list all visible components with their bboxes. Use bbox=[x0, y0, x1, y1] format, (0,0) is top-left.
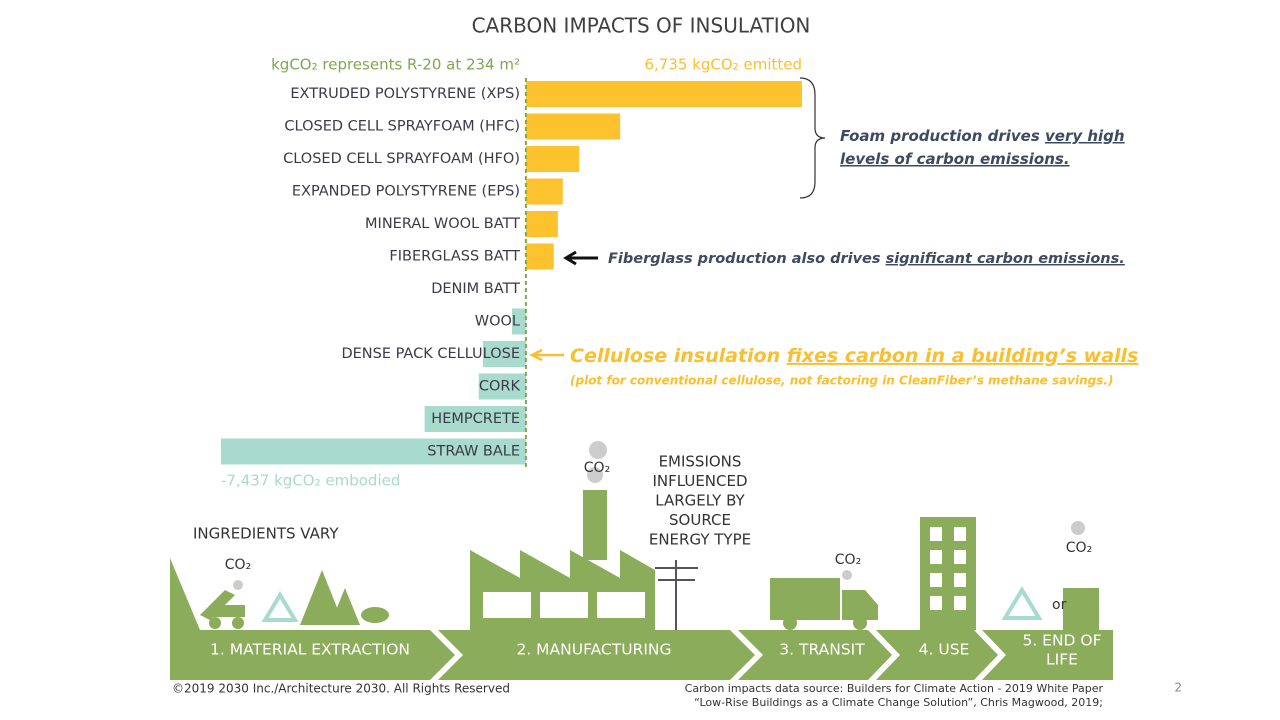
stage-label: 2. MANUFACTURING bbox=[516, 641, 671, 659]
min-label: -7,437 kgCO₂ embodied bbox=[221, 472, 400, 490]
co2-label: CO₂ bbox=[1066, 540, 1092, 556]
co2-label: CO₂ bbox=[225, 557, 251, 573]
annotation: levels of carbon emissions. bbox=[840, 150, 1070, 168]
annotation: Cellulose insulation fixes carbon in a b… bbox=[570, 345, 1138, 367]
annotation-part: significant carbon emissions. bbox=[886, 251, 1125, 267]
annotation: Fiberglass production also drives signif… bbox=[608, 251, 1125, 267]
stage-label: 3. TRANSIT bbox=[779, 641, 865, 659]
or-label: or bbox=[1052, 597, 1067, 613]
max-label: 6,735 kgCO₂ emitted bbox=[645, 56, 803, 74]
bar bbox=[525, 178, 563, 205]
bar bbox=[221, 438, 526, 465]
category-label: CLOSED CELL SPRAYFOAM (HFO) bbox=[283, 151, 520, 167]
annotation-part: fixes carbon in a building’s walls bbox=[787, 345, 1139, 367]
category-label: WOOL bbox=[475, 314, 520, 330]
category-label: MINERAL WOOL BATT bbox=[365, 216, 520, 232]
bar bbox=[525, 211, 558, 237]
bar bbox=[511, 308, 526, 335]
emissions-label: ENERGY TYPE bbox=[649, 531, 751, 549]
smoke bbox=[233, 441, 1085, 590]
arrow bbox=[529, 348, 564, 362]
note: (plot for conventional cellulose, not fa… bbox=[570, 374, 1113, 388]
category-label: FIBERGLASS BATT bbox=[389, 249, 520, 265]
bar bbox=[424, 406, 526, 432]
bar bbox=[478, 373, 526, 400]
annotation-part: Foam production drives bbox=[840, 127, 1045, 145]
bar bbox=[525, 113, 621, 140]
arrow bbox=[563, 250, 598, 266]
illustration-windows bbox=[483, 527, 966, 618]
brace bbox=[799, 77, 826, 199]
emissions-label: INFLUENCED bbox=[652, 472, 747, 490]
bar bbox=[482, 341, 526, 367]
category-label: DENIM BATT bbox=[431, 281, 520, 297]
co2-label: CO₂ bbox=[835, 552, 861, 568]
category-label: CLOSED CELL SPRAYFOAM (HFC) bbox=[284, 119, 520, 135]
chart-title: CARBON IMPACTS OF INSULATION bbox=[472, 14, 811, 38]
emissions-label: LARGELY BY bbox=[655, 492, 745, 510]
co2-label: CO₂ bbox=[584, 460, 610, 476]
copyright: ©2019 2030 Inc./Architecture 2030. All R… bbox=[172, 682, 510, 696]
annotation-part: Cellulose insulation bbox=[570, 345, 787, 367]
category-label: EXTRUDED POLYSTYRENE (XPS) bbox=[290, 86, 520, 102]
category-label: STRAW BALE bbox=[427, 444, 520, 460]
annotation: Foam production drives very high bbox=[840, 127, 1125, 145]
emissions-label: SOURCE bbox=[669, 511, 731, 529]
annotation-part: very high bbox=[1045, 127, 1125, 145]
annotation-part: Fiberglass production also drives bbox=[608, 251, 886, 267]
emissions-label: EMISSIONS bbox=[659, 453, 742, 471]
source: Carbon impacts data source: Builders for… bbox=[685, 682, 1104, 695]
annotation-part: levels of carbon emissions. bbox=[840, 150, 1070, 168]
bar bbox=[525, 146, 580, 172]
power-pole bbox=[655, 560, 698, 630]
stage-label: 5. END OF bbox=[1022, 632, 1101, 650]
source: “Low-Rise Buildings as a Climate Change … bbox=[694, 696, 1103, 709]
ingredients-label: INGREDIENTS VARY bbox=[193, 525, 339, 543]
bar bbox=[525, 81, 802, 107]
bar bbox=[525, 243, 554, 270]
category-label: DENSE PACK CELLULOSE bbox=[341, 346, 520, 362]
page-number: 2 bbox=[1174, 681, 1182, 695]
recycle-icon bbox=[261, 586, 1043, 622]
category-label: EXPANDED POLYSTYRENE (EPS) bbox=[292, 184, 520, 200]
stage-label: 4. USE bbox=[919, 641, 970, 659]
stage-label: 1. MATERIAL EXTRACTION bbox=[210, 641, 410, 659]
stage-label: LIFE bbox=[1046, 651, 1078, 669]
category-label: CORK bbox=[479, 379, 521, 395]
subtitle: kgCO₂ represents R-20 at 234 m² bbox=[271, 56, 520, 74]
category-label: HEMPCRETE bbox=[431, 411, 520, 427]
